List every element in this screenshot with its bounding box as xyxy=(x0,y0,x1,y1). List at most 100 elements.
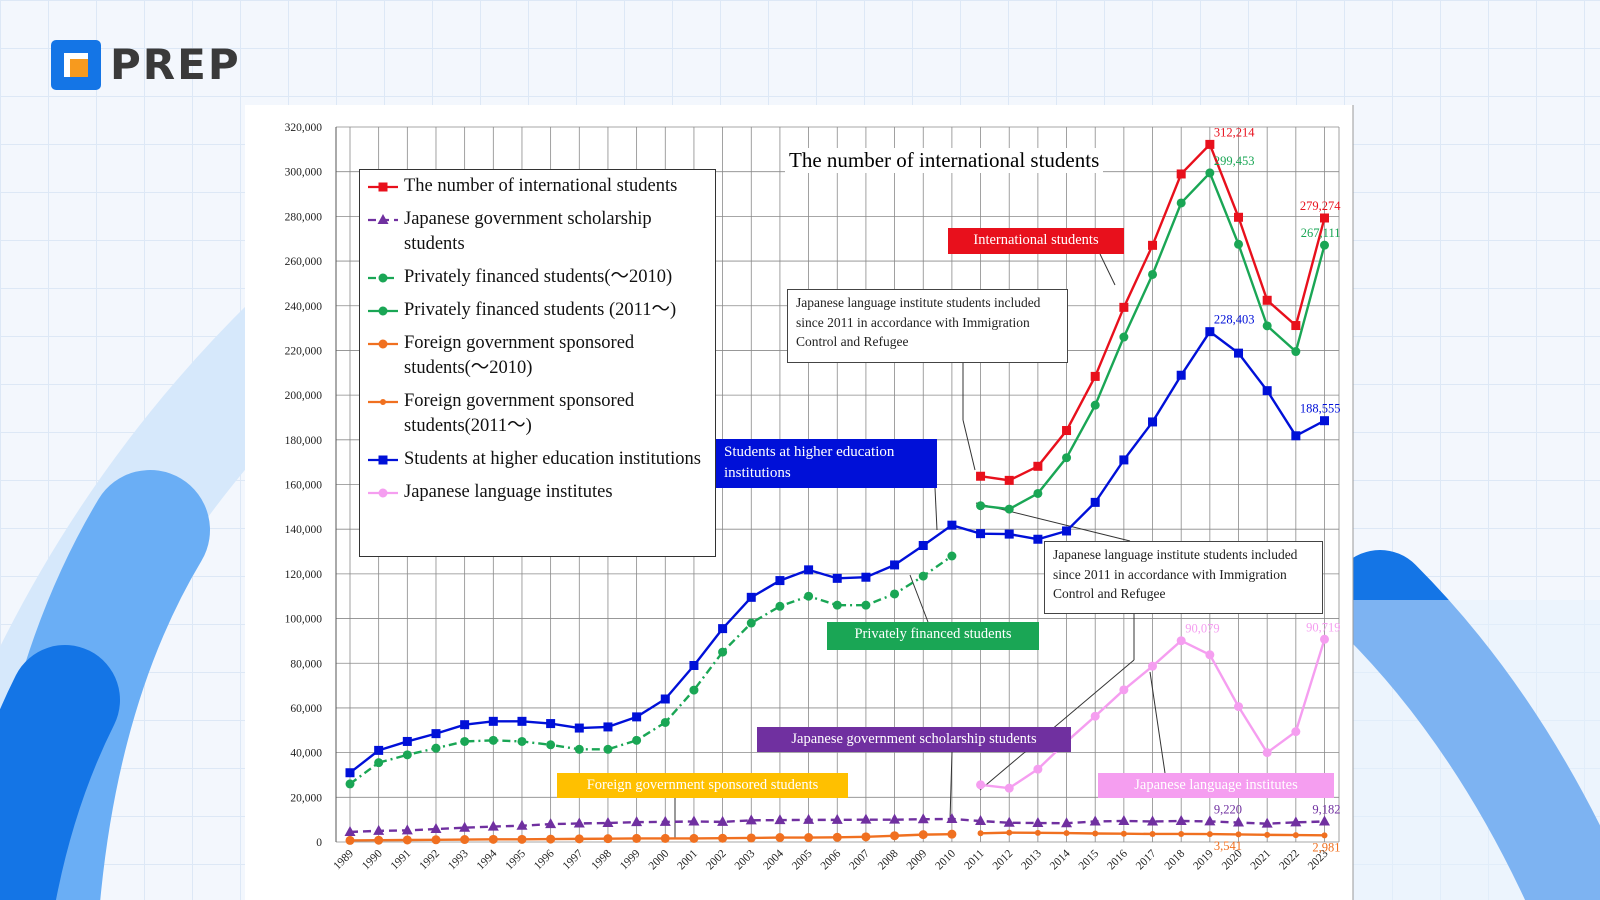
marker xyxy=(1119,685,1129,695)
marker xyxy=(1119,455,1129,465)
marker xyxy=(402,750,412,760)
marker xyxy=(1148,269,1158,279)
x-tick-label: 2012 xyxy=(991,847,1016,872)
marker xyxy=(345,835,355,845)
y-tick-label: 60,000 xyxy=(290,703,322,715)
y-tick-label: 20,000 xyxy=(290,792,322,804)
x-tick-label: 1990 xyxy=(360,847,385,872)
annotation: Japanese language institutes xyxy=(1098,773,1334,798)
x-tick-label: 1994 xyxy=(475,847,500,872)
y-tick-label: 0 xyxy=(316,837,322,849)
x-tick-label: 1991 xyxy=(389,847,414,872)
marker xyxy=(517,834,527,844)
y-tick-label: 140,000 xyxy=(285,524,323,536)
data-label: 228,403 xyxy=(1214,313,1255,327)
data-label: 279,274 xyxy=(1300,199,1341,213)
marker xyxy=(1119,332,1129,342)
marker xyxy=(1062,453,1072,463)
legend-label: The number of international students xyxy=(404,176,678,196)
marker xyxy=(717,815,729,826)
x-tick-label: 2015 xyxy=(1077,847,1102,872)
marker xyxy=(775,833,785,843)
marker xyxy=(488,716,498,726)
marker xyxy=(1062,426,1072,436)
annotation: Japanese language institute students inc… xyxy=(787,289,1068,363)
marker xyxy=(345,779,355,789)
marker xyxy=(574,723,584,733)
legend-item: Privately financed students (2011～) xyxy=(366,298,707,323)
marker xyxy=(1234,239,1244,249)
data-label: 9,220 xyxy=(1214,802,1242,816)
marker xyxy=(946,812,958,823)
marker xyxy=(402,835,412,845)
x-tick-label: 1996 xyxy=(532,847,557,872)
legend-swatch xyxy=(368,339,398,349)
marker xyxy=(947,520,957,530)
marker xyxy=(1149,830,1156,837)
marker xyxy=(976,780,986,790)
marker xyxy=(774,814,786,825)
legend-marker xyxy=(378,306,388,316)
annotation-leader xyxy=(949,751,953,821)
marker xyxy=(745,814,757,825)
marker xyxy=(401,824,413,835)
marker xyxy=(804,591,814,601)
marker xyxy=(517,736,527,746)
marker xyxy=(1032,817,1044,828)
marker xyxy=(1148,661,1158,671)
y-tick-label: 220,000 xyxy=(285,345,323,357)
marker xyxy=(632,833,642,843)
marker xyxy=(546,834,556,844)
y-tick-label: 80,000 xyxy=(290,658,322,670)
legend-label: Foreign government sponsored students(～2… xyxy=(404,333,635,378)
legend-swatch xyxy=(368,399,398,405)
data-label: 90,719 xyxy=(1306,620,1340,634)
marker xyxy=(460,835,470,845)
marker xyxy=(1262,386,1272,396)
marker xyxy=(1033,488,1043,498)
annotation-leader xyxy=(934,487,938,531)
y-tick-label: 320,000 xyxy=(285,122,323,134)
marker xyxy=(1006,829,1013,836)
marker xyxy=(1319,815,1330,826)
legend-label: Japanese language institutes xyxy=(404,482,613,502)
legend-swatch xyxy=(368,488,398,498)
marker xyxy=(1234,702,1244,712)
marker xyxy=(832,832,842,842)
marker xyxy=(431,729,441,739)
legend-label: Students at higher education institution… xyxy=(404,449,701,469)
marker xyxy=(1291,347,1301,357)
marker xyxy=(1090,400,1100,410)
marker xyxy=(459,821,471,832)
marker xyxy=(430,823,442,834)
marker xyxy=(1004,529,1014,539)
y-tick-label: 240,000 xyxy=(285,301,323,313)
marker xyxy=(1205,168,1215,178)
marker xyxy=(460,720,470,730)
marker xyxy=(632,712,642,722)
marker xyxy=(976,471,986,481)
x-tick-label: 2000 xyxy=(647,847,672,872)
marker xyxy=(516,819,528,830)
annotation: Privately financed students xyxy=(827,622,1039,650)
legend-swatch xyxy=(368,455,398,465)
x-tick-label: 2005 xyxy=(790,847,815,872)
y-tick-label: 260,000 xyxy=(285,256,323,268)
marker xyxy=(1205,650,1215,660)
marker xyxy=(1062,526,1072,536)
marker xyxy=(1261,817,1273,828)
marker xyxy=(374,758,384,768)
marker xyxy=(803,813,815,824)
legend-item: Foreign government sponsored students(～2… xyxy=(366,331,707,381)
marker xyxy=(1290,816,1302,827)
marker xyxy=(1033,534,1043,544)
marker xyxy=(1176,198,1186,208)
x-tick-label: 2008 xyxy=(876,847,901,872)
marker xyxy=(832,573,842,583)
marker xyxy=(659,815,671,826)
marker xyxy=(1148,240,1158,250)
marker xyxy=(1148,417,1158,427)
legend-swatch xyxy=(368,214,398,224)
marker xyxy=(488,735,498,745)
annotation: Foreign government sponsored students xyxy=(557,773,848,798)
